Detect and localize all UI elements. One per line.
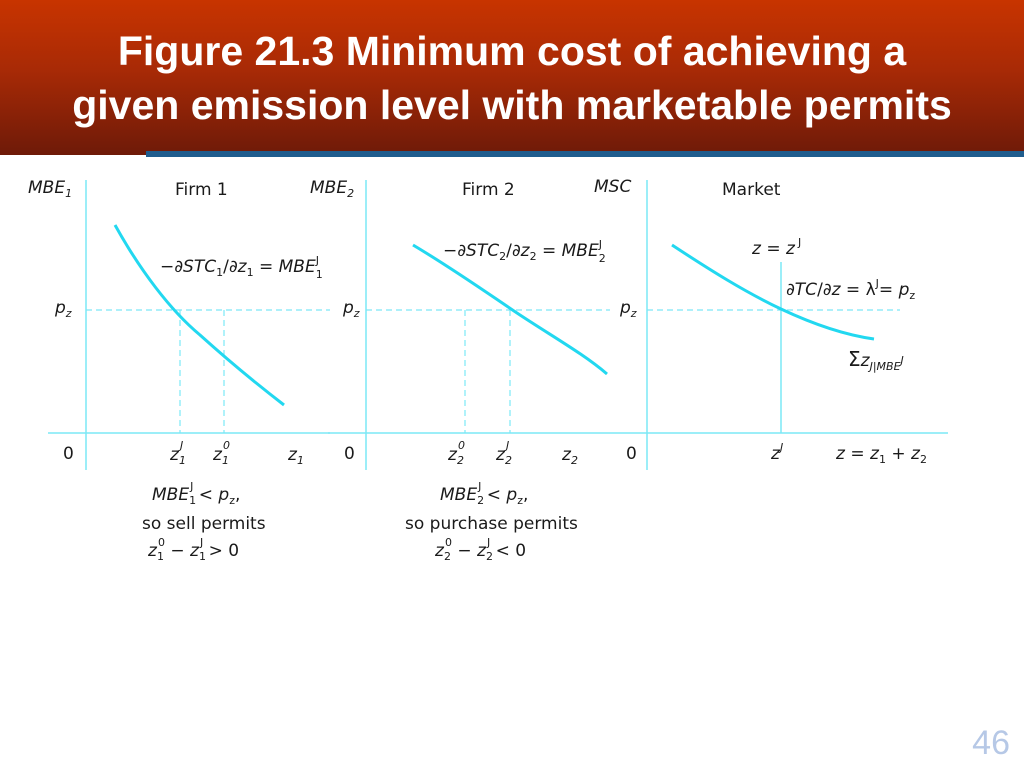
firm1-y-axis-label: MBE1 [28,178,72,200]
firm1-caption-line-2: so sell permits [142,514,266,534]
firm2-caption-line-2: so purchase permits [405,514,578,534]
page-number: 46 [972,724,1010,762]
market-y-axis-label: MSC [594,177,631,197]
panel-firm-1: MBE1 Firm 1 −∂STC1/∂z1 = MBE1J pz 0 z1J … [28,178,330,563]
firm2-curve-label: −∂STC2/∂z2 = MBE2J [443,238,606,265]
title-banner: Figure 21.3 Minimum cost of achieving a … [0,0,1024,155]
firm2-caption-line-3: z20 − z2J < 0 [434,536,526,563]
firm2-heading: Firm 2 [462,180,515,200]
slide-title-line-1: Figure 21.3 Minimum cost of achieving a [117,28,907,74]
firm2-mbe-curve [412,243,608,376]
firm2-tick-z0: z20 [447,439,465,467]
slide-title-line-2: given emission level with marketable per… [72,82,952,128]
firm1-heading: Firm 1 [175,180,228,200]
market-x-axis-label: z = z1 + z2 [835,444,927,466]
title-underline [146,151,1024,157]
firm2-price-label: pz [342,298,360,320]
firm1-price-label: pz [54,298,72,320]
firm1-caption-line-3: z10 − z1J > 0 [147,536,239,563]
firm1-curve-label: −∂STC1/∂z1 = MBE1J [160,254,323,281]
firm2-y-axis-label: MBE2 [310,178,354,200]
market-price-label: pz [619,298,637,320]
firm1-tick-z0: z10 [212,439,230,467]
firm1-tick-zj: z1J [169,439,186,467]
firm1-x-axis-label: z1 [287,445,304,467]
firm2-caption-line-1: MBE2J < pz, [440,480,528,507]
market-msc-curve [671,243,875,341]
market-heading: Market [722,180,781,200]
market-sum-label: ΣzJ|MBEJ [848,347,904,373]
firm2-origin: 0 [344,444,355,464]
firm2-x-axis-label: z2 [561,445,578,467]
market-tick-zj: zJ [770,441,783,464]
firm1-origin: 0 [63,444,74,464]
slide-title: Figure 21.3 Minimum cost of achieving a … [0,24,1024,132]
market-origin: 0 [626,444,637,464]
firm2-tick-zj: z2J [495,439,512,467]
firm1-caption-line-1: MBE1J < pz, [152,480,240,507]
panel-firm-2: MBE2 Firm 2 −∂STC2/∂z2 = MBE2J pz 0 z20 … [310,178,610,563]
firm1-mbe-curve [113,224,285,407]
market-curve-label: ∂TC/∂z = λJ= pz [786,277,915,302]
